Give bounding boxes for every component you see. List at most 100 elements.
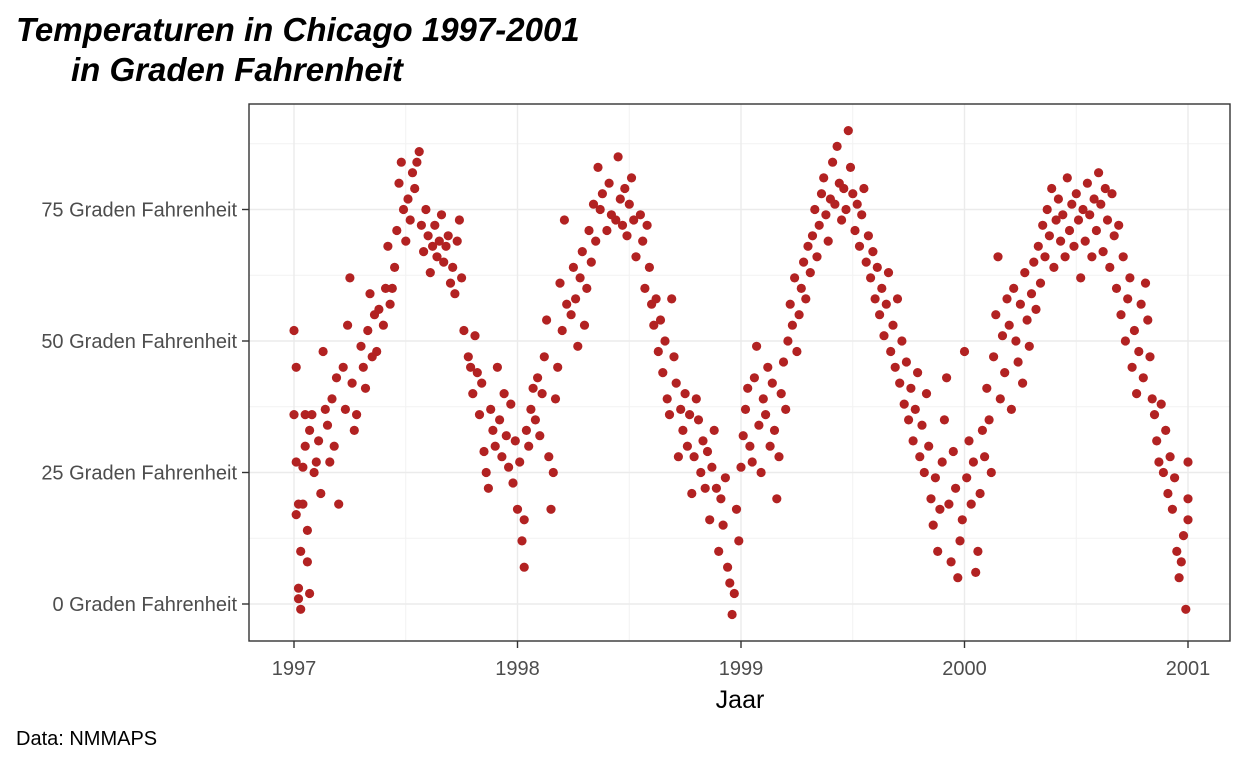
data-point (890, 362, 900, 372)
data-point (314, 436, 324, 446)
data-point (877, 283, 887, 293)
data-point (356, 341, 366, 351)
data-point (322, 420, 333, 430)
data-point (975, 488, 985, 499)
data-point (591, 236, 601, 246)
data-point (725, 578, 735, 588)
data-point (765, 441, 775, 451)
data-point (291, 457, 301, 467)
data-point (1183, 494, 1193, 504)
data-point (1020, 268, 1030, 278)
data-point (501, 431, 511, 441)
data-point (1176, 557, 1186, 567)
data-point (537, 389, 547, 399)
data-point (1183, 515, 1193, 525)
data-point (935, 504, 945, 514)
data-point (358, 362, 368, 372)
data-point (296, 546, 306, 557)
data-point (490, 441, 500, 451)
data-point (915, 452, 925, 462)
data-point (334, 499, 344, 509)
data-point (861, 257, 871, 267)
data-point (562, 299, 572, 309)
data-point (957, 515, 967, 525)
data-point (714, 546, 724, 557)
data-point (1080, 236, 1090, 246)
data-point (1120, 336, 1130, 346)
data-point (298, 499, 308, 509)
data-point (638, 236, 648, 246)
data-point (349, 425, 359, 435)
data-point (968, 457, 979, 467)
data-point (515, 457, 525, 467)
data-point (474, 410, 485, 420)
data-point (566, 310, 576, 320)
data-point (403, 194, 413, 204)
data-point (468, 389, 478, 399)
data-point (816, 189, 827, 199)
data-point (544, 452, 554, 462)
data-point (879, 331, 889, 341)
data-point (973, 546, 983, 557)
y-tick-label: 25 Graden Fahrenheit (41, 463, 237, 485)
data-point (517, 536, 527, 546)
data-point (553, 362, 563, 372)
data-point (767, 378, 777, 388)
data-point (729, 588, 739, 599)
data-point (521, 425, 532, 435)
data-point (575, 273, 585, 283)
data-point (803, 241, 813, 251)
data-point (588, 199, 599, 209)
data-point (709, 425, 719, 435)
data-point (1140, 278, 1151, 288)
data-point (801, 294, 811, 304)
data-point (481, 467, 491, 478)
data-point (1002, 294, 1012, 304)
data-point (546, 504, 556, 514)
data-point (291, 509, 301, 520)
y-tick-label: 0 Graden Fahrenheit (52, 594, 237, 616)
data-point (1011, 336, 1021, 346)
data-point (698, 436, 708, 446)
data-point (691, 394, 701, 404)
data-point (504, 462, 514, 472)
data-point (901, 357, 912, 367)
data-point (1102, 215, 1113, 225)
data-point (895, 378, 905, 388)
data-point (305, 588, 315, 599)
data-point (340, 404, 350, 414)
data-point (352, 410, 362, 420)
data-point (942, 373, 952, 383)
data-point (343, 320, 353, 330)
data-point (749, 373, 760, 383)
data-point (1013, 357, 1023, 367)
data-point (812, 252, 822, 262)
data-point (1060, 252, 1070, 262)
data-point (528, 383, 538, 393)
data-point (293, 594, 304, 604)
data-point (1143, 315, 1153, 325)
data-point (924, 441, 934, 451)
data-point (539, 352, 549, 362)
data-point (1098, 247, 1108, 257)
data-point (1172, 546, 1182, 557)
data-point (510, 436, 520, 446)
data-point (530, 415, 541, 425)
data-point (1018, 378, 1028, 388)
data-point (653, 346, 663, 357)
data-point (875, 310, 885, 320)
data-point (613, 152, 623, 162)
data-point (1167, 504, 1177, 514)
data-point (559, 215, 570, 225)
data-point (792, 346, 802, 357)
data-point (857, 210, 867, 220)
data-point (995, 394, 1005, 404)
data-point (309, 467, 319, 478)
data-point (557, 325, 567, 336)
data-point (291, 362, 301, 372)
data-point (939, 415, 950, 425)
data-point (799, 257, 809, 267)
data-point (794, 310, 804, 320)
data-point (305, 425, 315, 435)
data-point (1073, 215, 1084, 225)
